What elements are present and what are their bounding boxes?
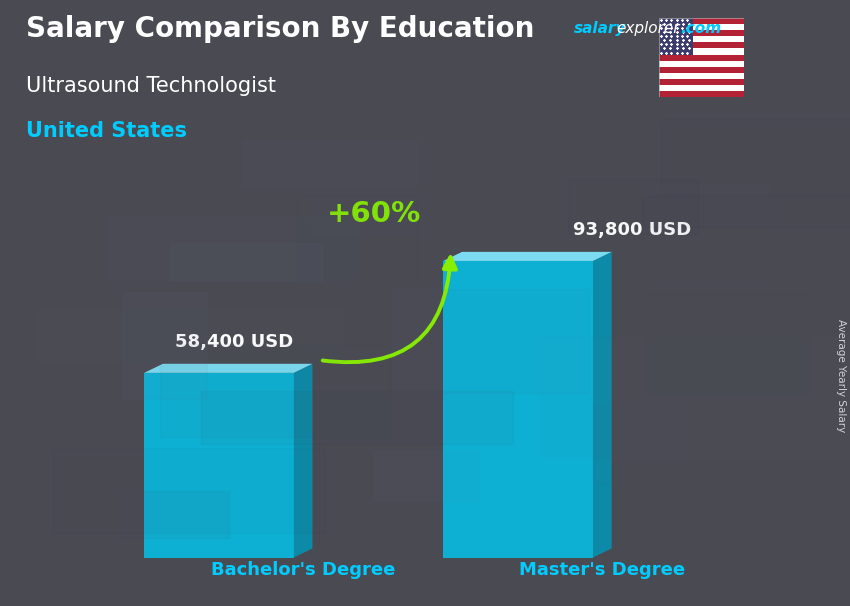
Bar [263,301,490,376]
Text: +60%: +60% [327,200,422,228]
Text: Salary Comparison By Education: Salary Comparison By Education [26,15,534,43]
Polygon shape [144,373,294,558]
Bar [659,85,744,91]
Bar [251,169,586,227]
Bar [390,213,587,315]
Bar [659,55,744,61]
Text: United States: United States [26,121,186,141]
Bar [641,507,850,586]
Polygon shape [444,252,612,261]
Bar [659,61,744,67]
Bar [659,42,744,48]
Bar [206,215,467,271]
Bar [659,18,744,24]
Text: Average Yearly Salary: Average Yearly Salary [836,319,846,432]
Polygon shape [593,252,612,558]
Bar [536,259,652,313]
Bar [659,36,744,42]
Polygon shape [294,364,313,558]
Bar [293,461,490,515]
Bar [154,432,455,464]
Bar [659,18,693,55]
Bar [659,24,744,30]
Polygon shape [444,261,593,558]
Bar [641,404,783,464]
Bar [382,422,558,473]
Text: Bachelor's Degree: Bachelor's Degree [211,561,395,579]
Text: 58,400 USD: 58,400 USD [175,333,293,351]
Bar [496,418,787,465]
Polygon shape [144,364,313,373]
Text: 93,800 USD: 93,800 USD [573,221,691,239]
Bar [659,30,744,36]
Text: salary: salary [574,21,626,36]
Text: .com: .com [680,21,721,36]
Bar [543,147,630,215]
Bar [124,197,225,288]
Bar [394,344,676,389]
Bar [404,442,544,523]
Bar [659,67,744,73]
Text: Master's Degree: Master's Degree [519,561,685,579]
Bar [659,73,744,79]
Text: Ultrasound Technologist: Ultrasound Technologist [26,76,275,96]
Bar [659,79,744,85]
Bar [194,539,496,574]
Bar [563,122,814,223]
Bar [659,91,744,97]
Bar [659,48,744,55]
Bar [57,435,383,511]
Bar [515,520,801,603]
Text: explorer: explorer [616,21,680,36]
Bar [155,422,380,512]
